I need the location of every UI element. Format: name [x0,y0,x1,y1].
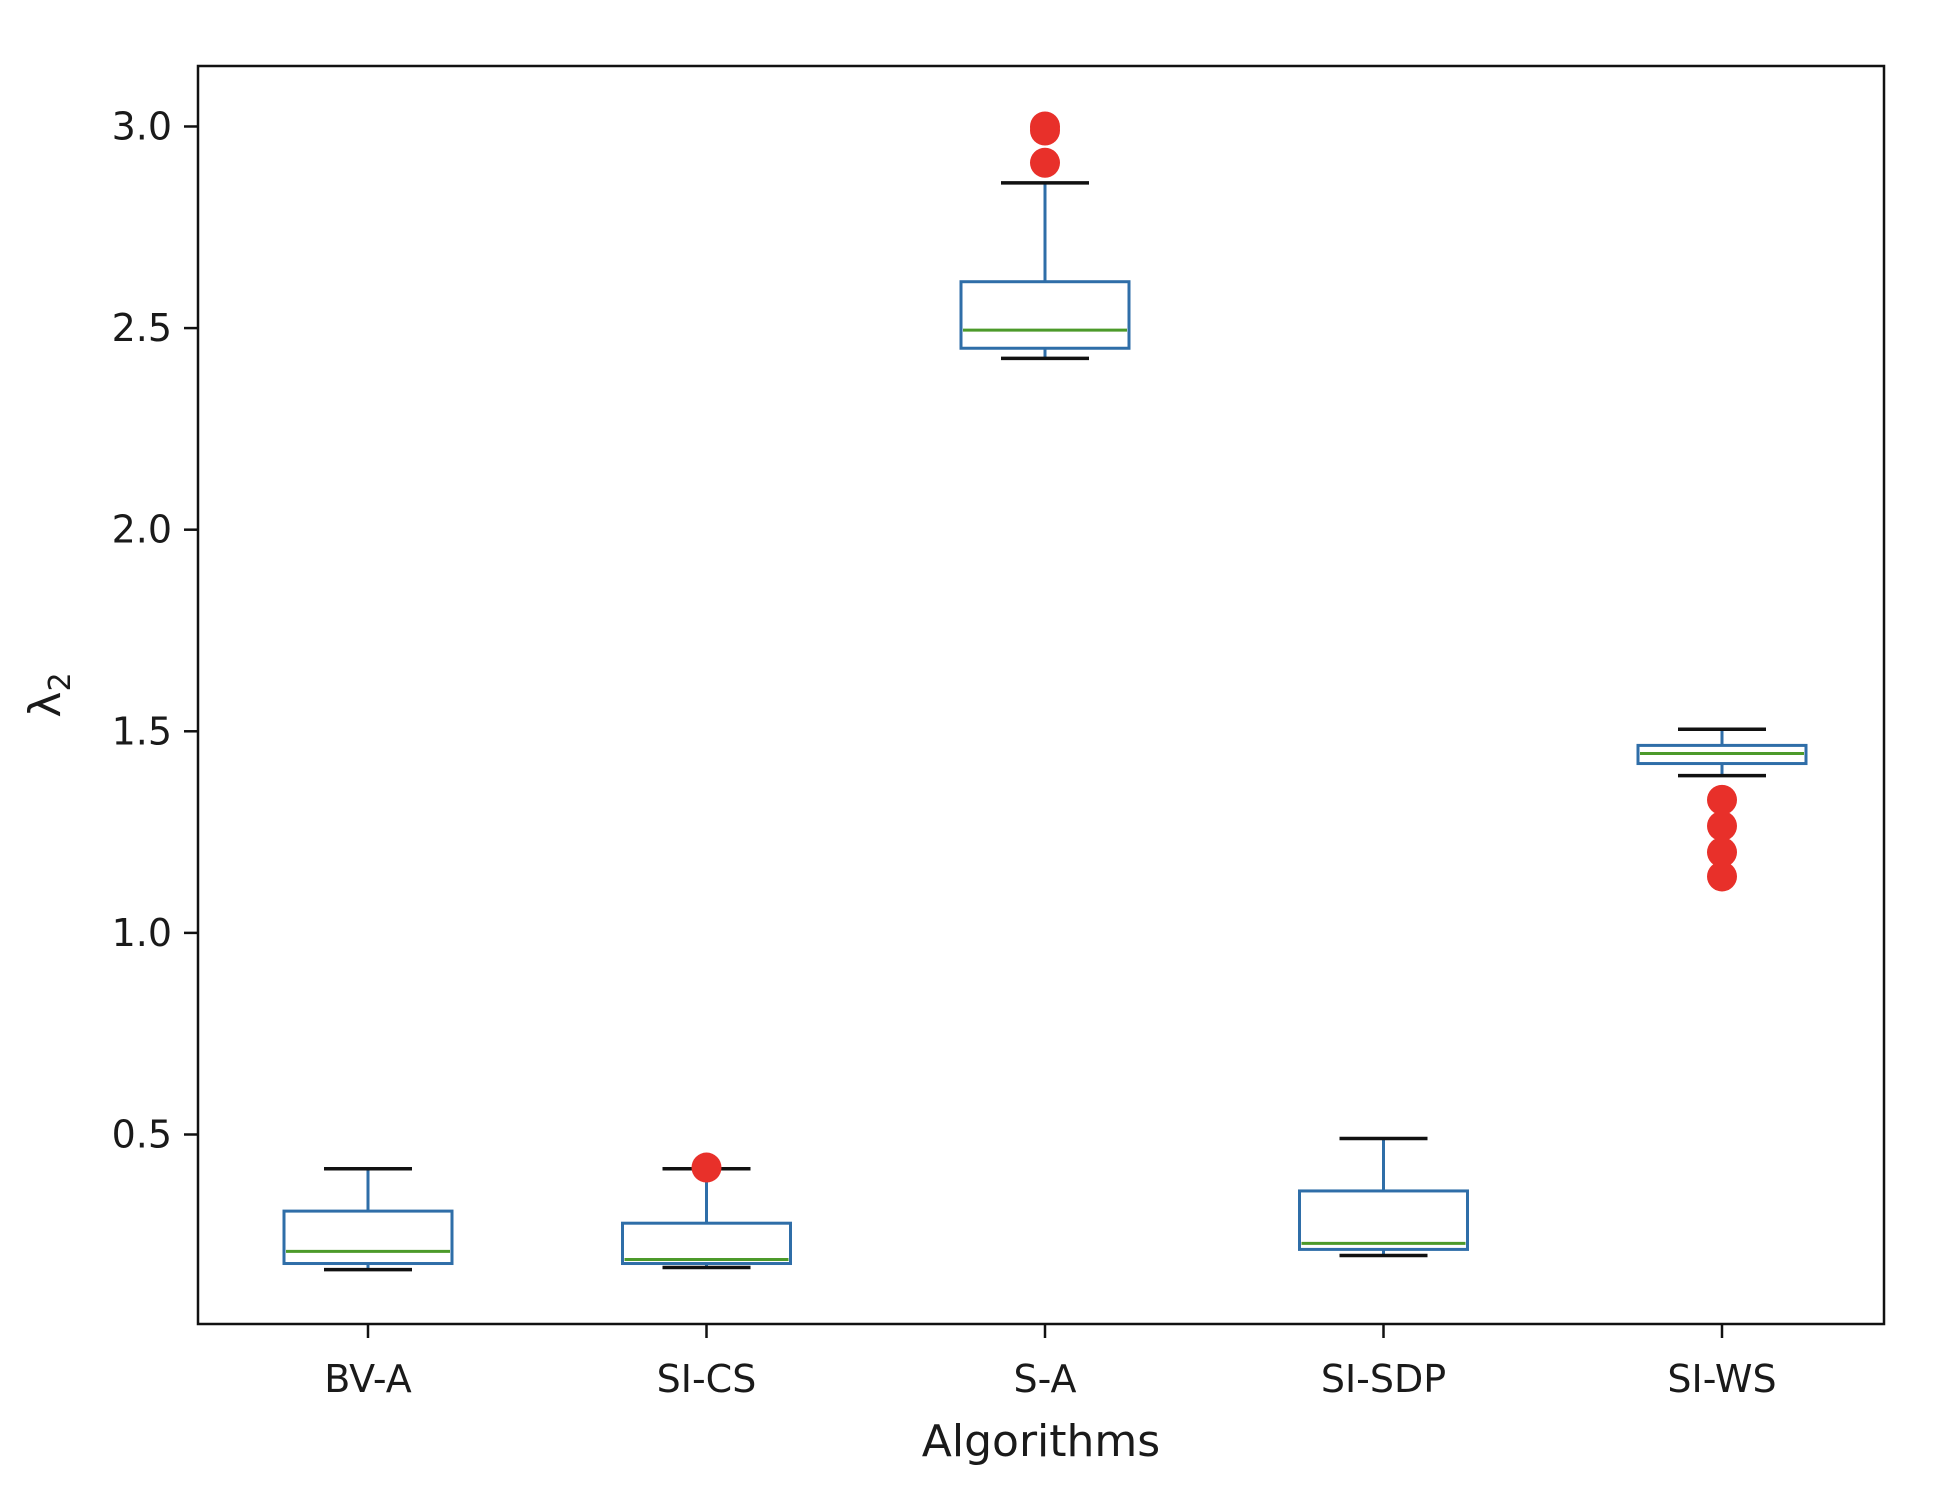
y-tick-label: 0.5 [112,1112,172,1156]
y-tick-label: 1.0 [112,911,172,955]
box-iqr [959,280,1131,350]
box-group [621,1152,792,1270]
outlier-point [1030,147,1060,178]
outlier-point [691,1152,722,1183]
x-tick-label: BV-A [324,1357,412,1401]
outlier-point [1707,811,1737,842]
box-group [959,111,1131,361]
y-axis-ticks: 0.5 1.0 1.5 2.0 2.5 3.0 [112,104,198,1156]
outlier-point [1707,784,1737,815]
box-iqr [282,1209,454,1266]
x-tick-label: SI-SDP [1321,1357,1446,1401]
box-iqr [621,1221,792,1266]
plot-marks [282,111,1808,1272]
y-tick-label: 1.5 [112,709,172,753]
y-tick-label: 2.0 [112,508,172,552]
outlier-point [1707,837,1737,868]
x-tick-label: S-A [1014,1357,1077,1401]
plot-frame [196,64,1886,1326]
x-tick-label: SI-CS [657,1357,757,1401]
y-tick-label: 3.0 [112,104,172,148]
y-axis-label-subscript: 2 [43,672,78,691]
box-group [1636,727,1808,892]
box-iqr [1298,1189,1469,1251]
y-axis-label-symbol: λ [20,692,71,718]
outlier-point [1707,861,1737,892]
x-axis-ticks: BV-A SI-CS S-A SI-SDP SI-WS [324,1324,1777,1401]
x-tick-label: SI-WS [1667,1357,1776,1401]
outlier-point [1030,111,1060,142]
x-axis-label: Algorithms [922,1416,1160,1467]
y-tick-label: 2.5 [112,306,172,350]
box-group [1298,1136,1469,1258]
y-axis-label: λ2 [20,672,78,717]
box-group [282,1167,454,1272]
